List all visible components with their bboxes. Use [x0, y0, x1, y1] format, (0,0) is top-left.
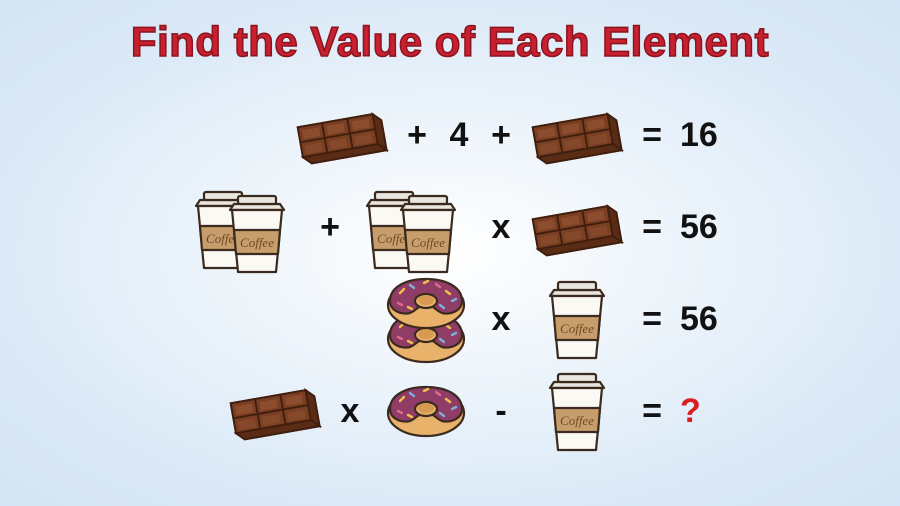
question-mark: ?: [680, 392, 730, 431]
equals-sign: =: [638, 392, 666, 431]
donut-icon: [378, 371, 473, 451]
equation-row: x Coffee = 56: [170, 279, 730, 359]
result-value: 16: [680, 116, 730, 155]
svg-text:Coffee: Coffee: [240, 235, 274, 250]
chocolate-icon: [529, 187, 624, 267]
svg-text:Coffee: Coffee: [560, 413, 594, 428]
operator: x: [487, 208, 515, 247]
coffee-cup-icon: Coffee: [529, 279, 624, 359]
operator: +: [316, 208, 344, 247]
result-value: 56: [680, 300, 730, 339]
svg-text:Coffee: Coffee: [560, 321, 594, 336]
coffee-cups-pair-icon: Coffee Coffee: [358, 187, 473, 267]
chocolate-icon: [294, 95, 389, 175]
equation-row: +4 + = 16: [170, 95, 730, 175]
operator: -: [487, 392, 515, 431]
operator: x: [336, 392, 364, 431]
operator: +: [403, 116, 431, 155]
equation-row: Coffee Coffee + Coffee: [170, 187, 730, 267]
operator: +: [487, 116, 515, 155]
chocolate-icon: [529, 95, 624, 175]
coffee-cups-pair-icon: Coffee Coffee: [187, 187, 302, 267]
page-title: Find the Value of Each Element: [0, 18, 900, 66]
equals-sign: =: [638, 116, 666, 155]
svg-text:Coffee: Coffee: [411, 235, 445, 250]
result-value: 56: [680, 208, 730, 247]
equals-sign: =: [638, 208, 666, 247]
chocolate-icon: [227, 371, 322, 451]
equals-sign: =: [638, 300, 666, 339]
equation-row: x - Coffee =?: [170, 371, 730, 451]
donut-stack-icon: [378, 279, 473, 359]
number-literal: 4: [445, 116, 473, 155]
operator: x: [487, 300, 515, 339]
coffee-cup-icon: Coffee: [529, 371, 624, 451]
equations-container: +4 + = 16 Coffee: [170, 95, 730, 451]
